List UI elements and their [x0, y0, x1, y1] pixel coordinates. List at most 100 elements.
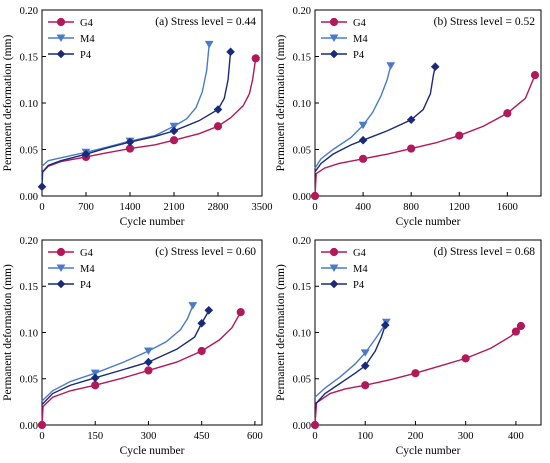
y-axis-title: Permanent deformation (mm) — [2, 34, 14, 171]
y-tick-label: 0.10 — [293, 328, 311, 339]
chart-panel-d: 0 100 200 300 400 0.00 0.05 0.10 0.15 0.20 Cycle n… — [275, 236, 542, 457]
legend-marker — [329, 264, 339, 272]
y-tick-label: 0.20 — [20, 6, 38, 17]
legend-marker — [329, 279, 339, 289]
legend-marker — [56, 264, 66, 272]
data-point-g4 — [455, 131, 464, 140]
legend: G4 M4 P4 — [48, 248, 95, 291]
legend-marker — [329, 34, 339, 42]
data-point-p4 — [144, 357, 153, 367]
data-point-g4 — [503, 109, 512, 118]
y-tick-label: 0.20 — [293, 236, 311, 247]
series-line-g4 — [314, 74, 536, 197]
legend-label: M4 — [353, 264, 368, 275]
data-point-g4 — [407, 144, 416, 153]
legend-item-p4: P4 — [321, 279, 365, 291]
data-point-g4 — [411, 369, 420, 378]
y-tick-label: 0.00 — [20, 421, 38, 432]
chart-panel-a: 0 700 1400 2100 2800 3500 0.00 0.05 0.10 0.15 0.20… — [2, 6, 273, 228]
data-point-m4 — [188, 302, 198, 310]
y-tick-label: 0.10 — [293, 99, 311, 110]
series-line-p4 — [314, 66, 436, 173]
legend-marker — [56, 247, 66, 257]
legend-item-g4: G4 — [321, 18, 367, 29]
series-p4 — [314, 320, 390, 406]
x-tick-label: 700 — [78, 202, 94, 213]
data-point-g4 — [461, 354, 470, 363]
legend-marker — [56, 17, 66, 27]
legend-item-m4: M4 — [48, 264, 95, 275]
x-tick-label: 2800 — [208, 202, 229, 213]
legend-item-m4: M4 — [48, 34, 95, 45]
series-g4 — [310, 321, 526, 430]
data-point-m4 — [90, 369, 100, 378]
y-tick-label: 0.10 — [20, 328, 38, 339]
series-m4 — [314, 318, 391, 398]
plot-frame — [314, 9, 542, 197]
data-point-m4 — [204, 40, 214, 49]
y-tick-label: 0.15 — [20, 282, 38, 293]
legend-marker — [56, 279, 66, 289]
x-tick-label: 0 — [312, 431, 317, 442]
series-line-m4 — [41, 44, 210, 167]
y-tick-label: 0.00 — [293, 421, 311, 432]
series-line-p4 — [41, 51, 232, 187]
x-tick-label: 2100 — [164, 202, 185, 213]
data-point-g4 — [144, 366, 153, 375]
series-m4 — [41, 40, 214, 167]
x-tick-label: 1200 — [449, 202, 470, 213]
legend-marker — [329, 247, 339, 257]
data-point-g4 — [197, 346, 206, 356]
legend-label: G4 — [80, 18, 94, 29]
y-tick-label: 0.10 — [20, 99, 38, 110]
plot-frame — [41, 9, 263, 197]
series-p4 — [37, 47, 235, 191]
legend-label: P4 — [353, 50, 365, 61]
data-point-g4 — [310, 420, 320, 430]
x-tick-label: 0 — [312, 202, 317, 213]
data-point-p4 — [90, 373, 100, 383]
data-point-m4 — [386, 62, 396, 70]
legend-marker — [56, 34, 66, 42]
y-tick-label: 0.00 — [293, 192, 311, 203]
y-tick-label: 0.15 — [293, 282, 311, 293]
data-point-g4 — [251, 54, 260, 63]
y-tick-label: 0.05 — [293, 145, 311, 156]
data-point-p4 — [37, 182, 47, 191]
legend: G4 M4 P4 — [48, 18, 95, 61]
x-tick-label: 150 — [87, 431, 103, 442]
panel-title: (d) Stress level = 0.68 — [434, 246, 536, 258]
y-tick-label: 0.20 — [20, 236, 38, 247]
data-point-g4 — [213, 122, 223, 131]
data-point-p4 — [226, 47, 235, 57]
x-tick-label: 300 — [458, 431, 474, 442]
x-tick-label: 400 — [508, 431, 524, 442]
legend-item-p4: P4 — [48, 279, 92, 291]
legend-label: M4 — [80, 34, 95, 45]
data-point-m4 — [144, 347, 153, 355]
x-tick-label: 0 — [39, 202, 44, 213]
y-tick-label: 0.00 — [20, 192, 38, 203]
y-axis-title: Permanent deformation (mm) — [275, 264, 287, 401]
legend-marker — [56, 49, 66, 59]
x-axis-title: Cycle number — [396, 216, 461, 228]
y-tick-label: 0.15 — [20, 52, 38, 63]
x-axis-title: Cycle number — [396, 445, 461, 457]
legend-item-g4: G4 — [48, 18, 94, 29]
data-point-p4 — [169, 126, 179, 136]
legend-label: P4 — [80, 50, 92, 61]
data-point-g4 — [358, 154, 368, 163]
data-point-g4 — [236, 308, 245, 317]
y-tick-label: 0.05 — [293, 375, 311, 386]
legend-label: G4 — [353, 18, 367, 29]
legend-item-p4: P4 — [321, 49, 365, 61]
legend-label: G4 — [353, 248, 367, 259]
data-point-p4 — [406, 115, 416, 125]
data-point-p4 — [204, 306, 214, 315]
legend-label: P4 — [353, 280, 365, 291]
series-g4 — [310, 71, 540, 201]
data-point-g4 — [91, 381, 100, 390]
legend-item-m4: M4 — [321, 264, 368, 275]
data-point-g4 — [310, 191, 320, 201]
